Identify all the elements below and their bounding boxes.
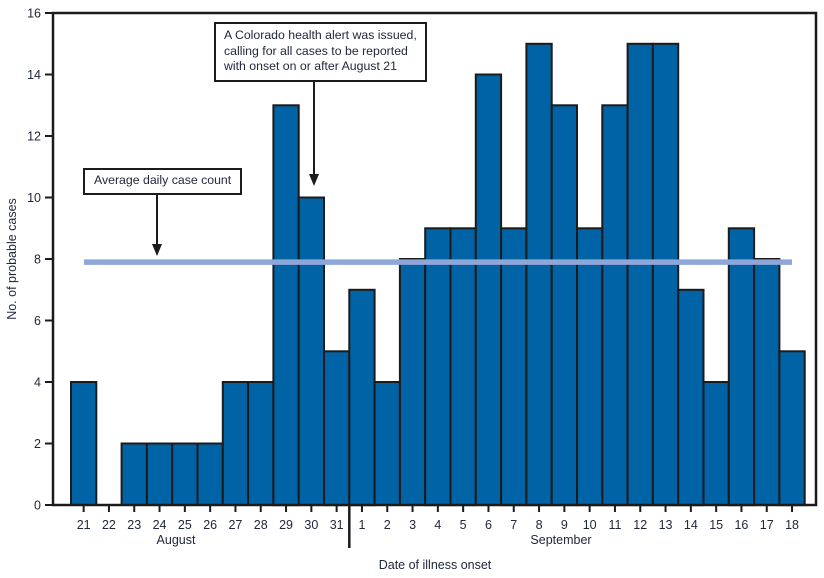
bar-sep-18 [778, 350, 806, 507]
bar-aug-31 [323, 350, 351, 507]
x-tick-label: 23 [127, 518, 141, 532]
x-tick-label: 2 [384, 518, 391, 532]
y-tick-label: 16 [27, 6, 41, 20]
x-axis-title: Date of illness onset [378, 558, 492, 572]
health-alert-annotation-box: A Colorado health alert was issued, call… [214, 22, 427, 83]
bar-sep-17 [753, 258, 781, 506]
bar-sep-15 [702, 381, 730, 506]
average-case-count-label: Average daily case count [94, 173, 232, 187]
x-tick-label: 28 [254, 518, 268, 532]
x-tick-label: 25 [178, 518, 192, 532]
health-alert-annotation-line-2: calling for all cases to be reported [224, 43, 408, 58]
y-axis-title: No. of probable cases [5, 198, 19, 320]
x-tick-label: 10 [583, 518, 597, 532]
y-tick-label: 6 [34, 314, 41, 328]
x-tick-label: 27 [228, 518, 242, 532]
x-tick-label: 17 [760, 518, 774, 532]
bar-aug-23 [120, 442, 148, 506]
y-tick-label: 12 [27, 129, 41, 143]
y-tick-label: 0 [34, 498, 41, 512]
x-tick-label: 29 [279, 518, 293, 532]
bar-aug-29 [272, 104, 300, 507]
x-tick-label: 7 [510, 518, 517, 532]
bar-aug-25 [171, 442, 199, 506]
y-tick-label: 4 [34, 375, 41, 389]
x-tick-label: 24 [153, 518, 167, 532]
bar-aug-27 [221, 381, 250, 506]
bar-sep-8 [525, 42, 553, 507]
bar-aug-30 [297, 196, 326, 506]
x-tick-label: 11 [608, 518, 621, 532]
bar-sep-7 [500, 227, 528, 507]
bar-sep-5 [449, 227, 477, 507]
bar-sep-13 [651, 42, 680, 507]
bar-aug-28 [247, 381, 275, 506]
x-tick-label: 5 [460, 518, 467, 532]
x-tick-label: 13 [659, 518, 673, 532]
y-tick-label: 8 [34, 252, 41, 266]
x-tick-label: 31 [330, 518, 344, 532]
x-tick-label: 22 [102, 518, 116, 532]
bar-aug-21 [70, 381, 98, 506]
bar-sep-11 [601, 104, 629, 507]
bar-aug-26 [196, 442, 224, 506]
y-tick-label: 10 [27, 191, 41, 205]
x-tick-label: 18 [785, 518, 799, 532]
x-tick-label: 30 [304, 518, 318, 532]
bar-sep-12 [626, 42, 654, 507]
bar-sep-6 [474, 73, 503, 506]
x-tick-label: 8 [536, 518, 543, 532]
x-tick-label: 12 [633, 518, 647, 532]
x-tick-label: 1 [358, 518, 365, 532]
bar-aug-24 [145, 442, 174, 506]
bar-sep-2 [373, 381, 401, 506]
y-tick-label: 14 [27, 68, 41, 82]
average-label-arrow-head [152, 244, 162, 256]
month-label-september: September [530, 533, 592, 547]
y-tick-label: 2 [34, 437, 41, 451]
x-tick-label: 16 [734, 518, 748, 532]
bar-sep-16 [727, 227, 756, 507]
average-case-count-label-box: Average daily case count [83, 168, 243, 195]
x-tick-label: 6 [485, 518, 492, 532]
bar-sep-1 [348, 288, 376, 507]
x-tick-label: 21 [77, 518, 91, 532]
bar-sep-9 [550, 104, 579, 507]
month-label-august: August [156, 533, 196, 547]
x-tick-label: 4 [434, 518, 441, 532]
x-tick-label: 26 [203, 518, 217, 532]
health-alert-arrow-head [309, 174, 319, 186]
x-tick-label: 3 [409, 518, 416, 532]
health-alert-annotation-line-3: with onset on or after August 21 [224, 59, 397, 74]
bar-sep-3 [398, 258, 427, 506]
x-tick-label: 9 [561, 518, 568, 532]
bar-sep-14 [677, 288, 705, 507]
bar-sep-4 [424, 227, 452, 507]
x-tick-label: 15 [709, 518, 723, 532]
x-tick-label: 14 [684, 518, 698, 532]
health-alert-annotation-line-1: A Colorado health alert was issued, [224, 28, 417, 42]
bar-sep-10 [576, 227, 604, 507]
